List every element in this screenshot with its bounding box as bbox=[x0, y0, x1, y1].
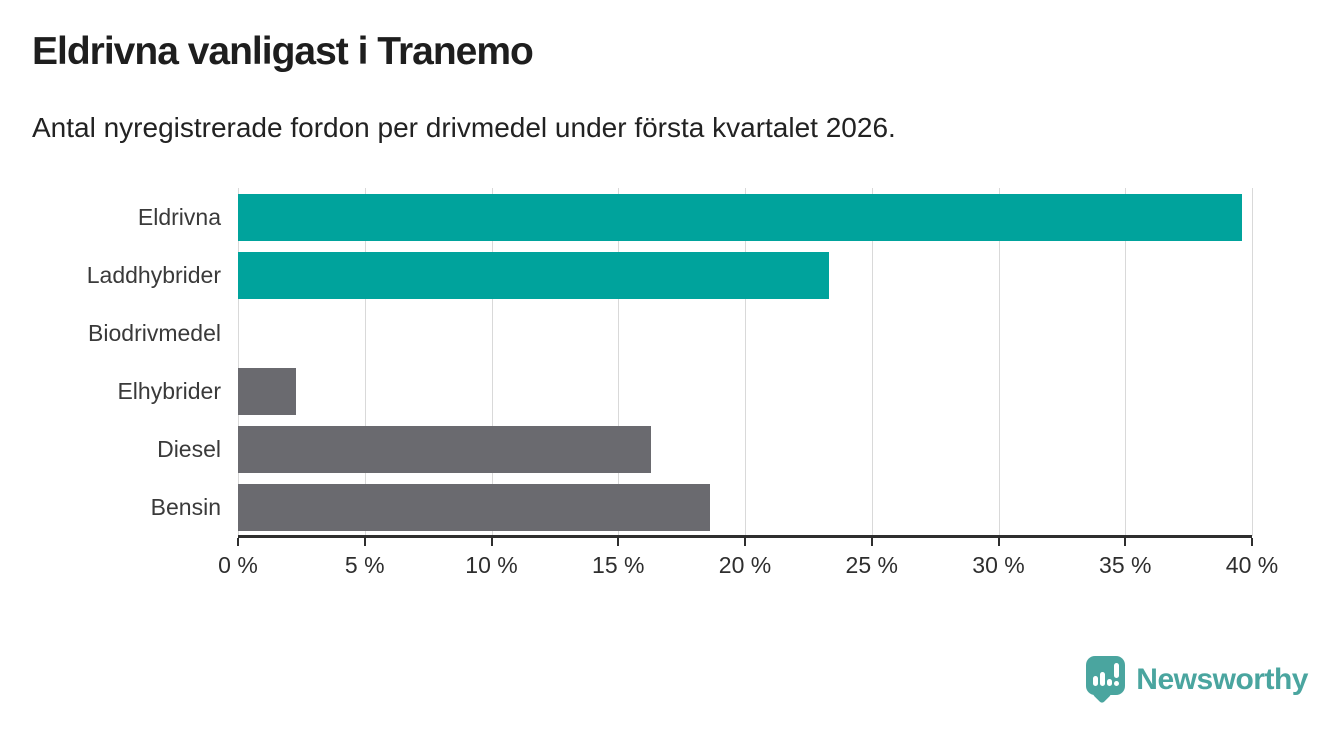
bar bbox=[238, 367, 297, 415]
category-label: Bensin bbox=[150, 493, 221, 520]
category-label: Laddhybrider bbox=[86, 261, 221, 288]
logo-exclamation-glyph bbox=[1114, 663, 1120, 678]
chart-title: Eldrivna vanligast i Tranemo bbox=[32, 30, 534, 73]
x-tick-label: 20 % bbox=[718, 552, 772, 578]
category-label: Biodrivmedel bbox=[88, 319, 221, 346]
bar-track bbox=[238, 425, 1252, 473]
bar-chart: Eldrivna Laddhybrider Biodrivmedel Elhybrid… bbox=[0, 188, 1278, 578]
x-tick-label: 0 % bbox=[218, 552, 258, 578]
x-tick-label: 5 % bbox=[344, 552, 385, 578]
bar-row: Diesel bbox=[0, 420, 1252, 478]
gridline bbox=[618, 188, 620, 536]
bar bbox=[238, 483, 710, 531]
logo-text: Newsworthy bbox=[1136, 663, 1308, 696]
bar-track bbox=[238, 193, 1252, 241]
bar bbox=[238, 251, 829, 299]
newsworthy-logo: Newsworthy bbox=[1086, 656, 1308, 704]
bar-row: Elhybrider bbox=[0, 362, 1252, 420]
x-tick-label: 40 % bbox=[1225, 552, 1279, 578]
x-tick-mark bbox=[870, 538, 873, 546]
x-tick-mark bbox=[1124, 538, 1127, 546]
bar-track bbox=[238, 367, 1252, 415]
x-tick-mark bbox=[617, 538, 620, 546]
chart-subtitle: Antal nyregistrerade fordon per drivmede… bbox=[32, 112, 896, 143]
category-label: Eldrivna bbox=[137, 203, 221, 230]
logo-bar-glyph bbox=[1107, 679, 1113, 686]
x-tick-mark bbox=[744, 538, 746, 546]
bar-track bbox=[238, 483, 1252, 531]
gridlines bbox=[238, 188, 1253, 536]
bar-rows: Eldrivna Laddhybrider Biodrivmedel Elhybrid… bbox=[0, 188, 1252, 536]
logo-bar-glyph bbox=[1093, 676, 1099, 686]
bar-row: Bensin bbox=[0, 478, 1252, 536]
gridline bbox=[364, 188, 366, 536]
gridline bbox=[1125, 188, 1127, 536]
bar-track bbox=[238, 310, 1252, 357]
category-label: Elhybrider bbox=[117, 377, 221, 404]
bar-row: Biodrivmedel bbox=[0, 304, 1252, 362]
gridline bbox=[745, 188, 746, 536]
gridline bbox=[238, 188, 239, 536]
bar-row: Laddhybrider bbox=[0, 246, 1252, 304]
gridline bbox=[1252, 188, 1253, 536]
bar-chart-speech-bubble-icon bbox=[1086, 656, 1126, 704]
bar bbox=[238, 425, 652, 473]
x-tick-mark bbox=[1251, 538, 1253, 546]
x-tick-label: 35 % bbox=[1099, 552, 1152, 578]
x-tick-mark bbox=[237, 538, 239, 546]
x-axis: 0 % 5 % 10 % 15 % 20 % 25 % 30 % 35 % 40 % bbox=[218, 535, 1278, 578]
x-tick-mark bbox=[997, 538, 1000, 546]
x-tick-label: 25 % bbox=[845, 552, 898, 578]
x-tick-label: 30 % bbox=[972, 552, 1025, 578]
gridline bbox=[998, 188, 1000, 536]
bar-row: Eldrivna bbox=[0, 188, 1252, 246]
category-label: Diesel bbox=[157, 435, 221, 462]
bar-track bbox=[238, 251, 1252, 299]
x-tick-label: 10 % bbox=[465, 552, 518, 578]
logo-exclamation-glyph bbox=[1114, 681, 1120, 686]
x-tick-mark bbox=[363, 538, 366, 546]
logo-bar-glyph bbox=[1100, 672, 1106, 686]
gridline bbox=[871, 188, 873, 536]
gridline bbox=[491, 188, 493, 536]
bar bbox=[238, 193, 1242, 241]
x-tick-mark bbox=[490, 538, 493, 546]
logo-bubble bbox=[1086, 656, 1126, 695]
x-tick-label: 15 % bbox=[592, 552, 645, 578]
